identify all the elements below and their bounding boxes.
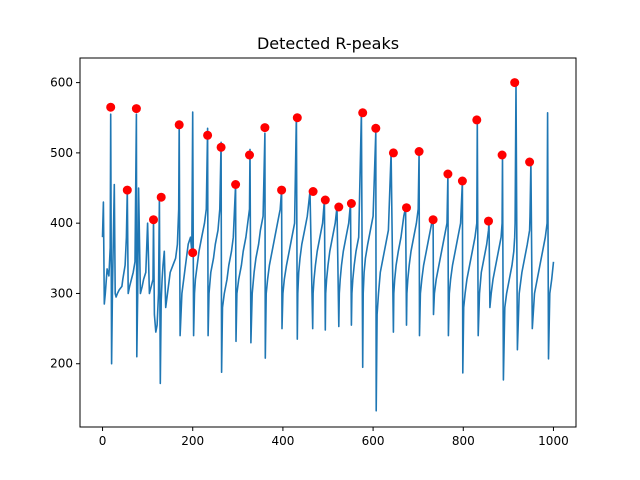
x-tick-label: 600 (362, 434, 385, 448)
r-peak-marker (497, 150, 507, 160)
r-peak-marker (510, 78, 520, 88)
plot-area (101, 78, 555, 412)
x-tick-label: 200 (181, 434, 204, 448)
r-peak-marker (216, 142, 226, 152)
y-tick-label: 500 (50, 146, 73, 160)
r-peak-marker (292, 113, 302, 123)
r-peak-marker (484, 216, 493, 226)
chart-title: Detected R-peaks (257, 34, 399, 53)
r-peak-marker (277, 185, 287, 195)
x-tick-label: 400 (271, 434, 294, 448)
r-peak-marker (188, 248, 198, 258)
r-peak-marker (525, 157, 535, 167)
r-peak-marker (414, 147, 424, 156)
r-peak-marker (371, 123, 381, 133)
r-peak-marker (203, 130, 213, 140)
x-tick-label: 0 (99, 434, 107, 448)
axes: 0 200 400 600 800 1000 200 300 400 500 600 (50, 76, 569, 448)
x-tick-label: 1000 (538, 434, 569, 448)
r-peak-marker (320, 195, 330, 205)
r-peak-marker (174, 120, 184, 130)
r-peak-marker (122, 185, 132, 195)
y-tick-label: 300 (50, 286, 73, 300)
r-peak-marker (156, 192, 166, 202)
r-peak-marker (231, 180, 241, 189)
r-peak-marker (260, 123, 270, 133)
r-peak-marker (457, 176, 467, 186)
r-peak-marker (428, 215, 438, 225)
r-peak-marker (346, 199, 356, 208)
r-peak-marker (308, 187, 318, 196)
x-tick-label: 800 (452, 434, 475, 448)
ecg-signal-line (101, 81, 555, 412)
r-peak-marker (106, 102, 116, 112)
r-peak-marker (472, 115, 482, 125)
r-peak-marker (131, 104, 141, 114)
r-peak-marker (149, 215, 158, 225)
y-tick-label: 400 (50, 216, 73, 230)
r-peak-marker (443, 169, 453, 179)
r-peak-marker (358, 108, 368, 118)
r-peak-marker (245, 150, 254, 160)
r-peak-marker (334, 202, 344, 212)
y-tick-label: 600 (50, 76, 73, 90)
plot-frame (79, 57, 577, 428)
r-peak-marker (388, 148, 398, 158)
r-peak-marker (402, 203, 411, 213)
y-tick-label: 200 (50, 357, 73, 371)
